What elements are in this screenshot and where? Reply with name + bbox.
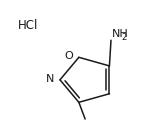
Text: 2: 2	[122, 33, 127, 42]
Text: O: O	[64, 51, 73, 61]
Text: NH: NH	[111, 29, 128, 39]
Text: N: N	[46, 74, 55, 84]
Text: HCl: HCl	[18, 19, 38, 32]
